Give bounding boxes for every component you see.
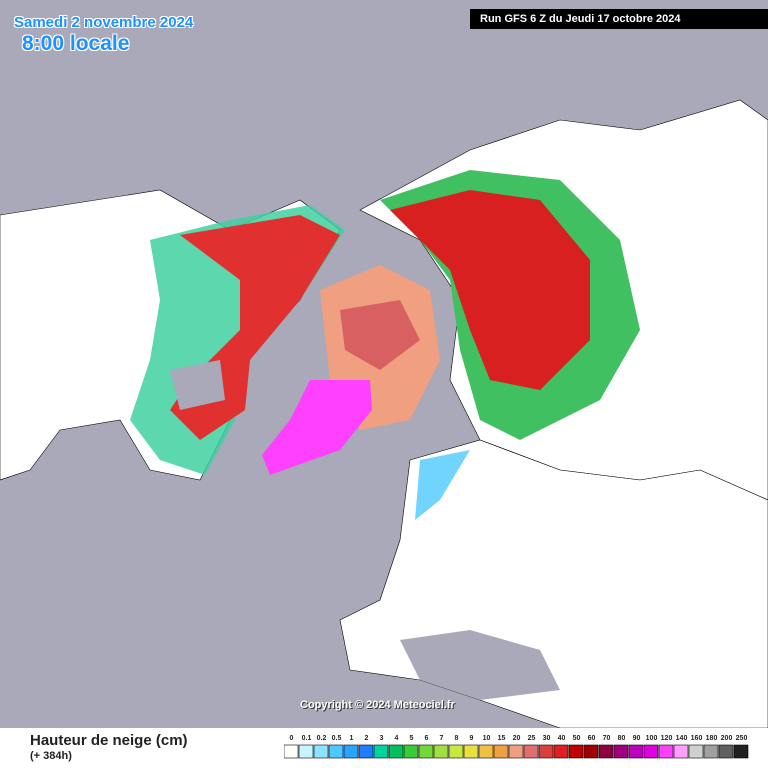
- legend-label: 25: [528, 735, 536, 742]
- legend-label: 140: [676, 735, 688, 742]
- legend-label: 10: [483, 735, 491, 742]
- legend-label: 50: [573, 735, 581, 742]
- legend-swatch: [523, 744, 539, 759]
- copyright: Copyright © 2024 Meteociel.fr: [300, 699, 455, 711]
- legend-swatch: [538, 744, 554, 759]
- arctic-core: [340, 300, 420, 370]
- legend-label: 200: [721, 735, 733, 742]
- asia-snow-deep: [390, 190, 590, 390]
- legend-label: 20: [513, 735, 521, 742]
- legend-label: 0.5: [332, 735, 342, 742]
- legend-swatch: [553, 744, 569, 759]
- hudson-bay: [170, 360, 225, 410]
- legend-label: 8: [455, 735, 459, 742]
- legend-swatch: [448, 744, 464, 759]
- legend-label: 1: [350, 735, 354, 742]
- colorbar: 0 0.1 0.2 0.5 1 2 3 4 5 6 7 8 9 10 15 20 25 30 40 50 60 70 80 9…: [284, 735, 749, 759]
- legend-swatch: [658, 744, 674, 759]
- legend-label: 0: [290, 735, 294, 742]
- legend-swatch: [613, 744, 629, 759]
- legend-swatch: [343, 744, 359, 759]
- legend-panel: Hauteur de neige (cm) (+ 384h) 0 0.1 0.2 0.…: [0, 728, 768, 768]
- legend-swatch: [358, 744, 374, 759]
- legend-swatch: [284, 744, 299, 759]
- legend-label: 2: [365, 735, 369, 742]
- date: Samedi 2 novembre 2024: [14, 14, 194, 31]
- legend-swatch: [298, 744, 314, 759]
- legend-swatch: [403, 744, 419, 759]
- europe-snow: [415, 450, 470, 520]
- legend-label: 4: [395, 735, 399, 742]
- time: 8:00 locale: [22, 32, 130, 55]
- legend-label: 7: [440, 735, 444, 742]
- legend-label: 100: [646, 735, 658, 742]
- legend-label: 120: [661, 735, 673, 742]
- legend-swatch: [313, 744, 329, 759]
- legend-swatch: [478, 744, 494, 759]
- legend-label: 80: [618, 735, 626, 742]
- legend-label: 0.1: [302, 735, 312, 742]
- legend-label: 15: [498, 735, 506, 742]
- legend-label: 250: [736, 735, 748, 742]
- legend-label: 40: [558, 735, 566, 742]
- legend-swatch: [643, 744, 659, 759]
- legend-swatch: [673, 744, 689, 759]
- legend-swatch: [493, 744, 509, 759]
- legend-swatch: [568, 744, 584, 759]
- legend-swatch: [703, 744, 719, 759]
- legend-label: 9: [470, 735, 474, 742]
- legend-label: 5: [410, 735, 414, 742]
- legend-label: 70: [603, 735, 611, 742]
- greenland: [262, 380, 372, 475]
- legend-swatch: [328, 744, 344, 759]
- legend-swatch: [418, 744, 434, 759]
- legend-label: 0.2: [317, 735, 327, 742]
- legend-subtitle: (+ 384h): [30, 750, 72, 762]
- legend-label: 90: [633, 735, 641, 742]
- legend-swatch: [463, 744, 479, 759]
- legend-swatch: [688, 744, 704, 759]
- legend-title: Hauteur de neige (cm): [30, 732, 188, 749]
- run-info: Run GFS 6 Z du Jeudi 17 octobre 2024: [470, 9, 768, 29]
- legend-label: 180: [706, 735, 718, 742]
- legend-swatch: [433, 744, 449, 759]
- map: [0, 99, 768, 728]
- legend-swatch: [733, 744, 749, 759]
- legend-swatch: [583, 744, 599, 759]
- legend-label: 60: [588, 735, 596, 742]
- legend-swatch: [718, 744, 734, 759]
- legend-label: 30: [543, 735, 551, 742]
- legend-swatch: [388, 744, 404, 759]
- legend-label: 3: [380, 735, 384, 742]
- legend-swatch: [508, 744, 524, 759]
- legend-swatch: [628, 744, 644, 759]
- mediterranean: [400, 630, 560, 700]
- legend-swatch: [373, 744, 389, 759]
- legend-swatch: [598, 744, 614, 759]
- legend-label: 6: [425, 735, 429, 742]
- legend-label: 160: [691, 735, 703, 742]
